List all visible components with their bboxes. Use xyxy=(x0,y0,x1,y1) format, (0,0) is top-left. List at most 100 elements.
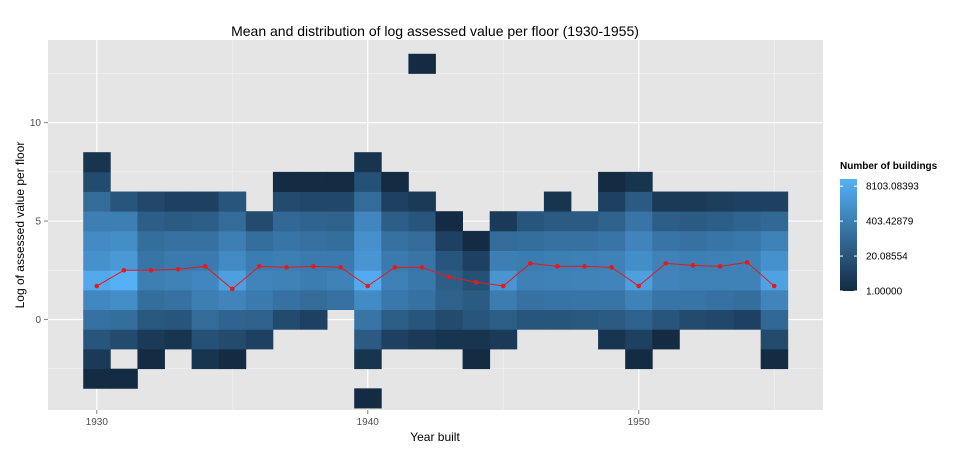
heatmap-tile xyxy=(598,329,626,350)
heatmap-tile xyxy=(191,289,220,311)
heatmap-tile xyxy=(245,211,274,232)
heatmap-tile xyxy=(679,250,707,271)
heatmap-tile xyxy=(191,230,220,251)
mean-point xyxy=(582,264,587,269)
heatmap-tile xyxy=(245,230,274,251)
heatmap-tile xyxy=(570,270,599,291)
heatmap-tile xyxy=(381,250,409,271)
mean-point xyxy=(229,286,235,292)
heatmap-tile xyxy=(489,230,518,251)
heatmap-tile xyxy=(435,211,463,232)
heatmap-tile xyxy=(408,309,436,330)
heatmap-tile xyxy=(191,211,220,232)
y-axis-title: Log of assessed value per floor xyxy=(13,142,27,309)
heatmap-tile xyxy=(679,191,707,212)
heatmap-tile xyxy=(272,191,301,212)
heatmap-tile xyxy=(327,230,355,251)
heatmap-tile xyxy=(706,230,734,251)
heatmap-tile xyxy=(110,289,138,311)
heatmap-tile xyxy=(272,289,301,311)
heatmap-tile xyxy=(516,289,545,311)
heatmap-tile xyxy=(300,171,328,192)
x-tick-label: 1950 xyxy=(628,417,651,428)
heatmap-tile xyxy=(706,211,734,232)
heatmap-tile xyxy=(598,309,626,330)
heatmap-tile xyxy=(489,329,518,350)
mean-point xyxy=(555,264,560,269)
mean-point xyxy=(663,261,669,266)
heatmap-tile xyxy=(408,270,436,291)
heatmap-tile xyxy=(164,289,193,311)
heatmap-tile xyxy=(110,211,138,232)
heatmap-tile xyxy=(489,289,518,311)
heatmap-tile xyxy=(625,348,653,370)
heatmap-tile xyxy=(516,230,545,251)
heatmap-tile xyxy=(679,230,707,251)
heatmap-tile xyxy=(191,309,220,330)
heatmap-tile xyxy=(706,309,734,330)
heatmap-tile xyxy=(83,270,111,291)
heatmap-tile xyxy=(272,211,301,232)
heatmap-tile xyxy=(543,289,572,311)
heatmap-tile xyxy=(733,270,762,291)
heatmap-tile xyxy=(760,309,789,330)
heatmap-tile xyxy=(218,191,247,212)
legend-colorbar xyxy=(840,179,857,291)
heatmap-tile xyxy=(300,309,328,330)
x-tick-label: 1930 xyxy=(86,417,109,428)
heatmap-tile xyxy=(300,289,328,311)
heatmap-tile xyxy=(435,329,463,350)
legend: Number of buildings 8103.08393 403.42879 2… xyxy=(840,161,938,298)
mean-point xyxy=(419,265,425,270)
mean-point xyxy=(202,264,208,269)
heatmap-tile xyxy=(300,211,328,232)
heatmap-tile xyxy=(272,230,301,251)
heatmap-tile xyxy=(300,230,328,251)
heatmap-tile xyxy=(83,250,111,271)
heatmap-tile xyxy=(598,270,626,291)
mean-point xyxy=(257,264,262,269)
mean-point xyxy=(636,283,642,289)
heatmap-tile xyxy=(625,289,653,311)
heatmap-tile xyxy=(354,388,382,409)
heatmap-tile xyxy=(300,270,328,291)
heatmap-tile xyxy=(137,329,165,350)
heatmap-tile xyxy=(679,211,707,232)
heatmap-tile xyxy=(83,329,111,350)
heatmap-tile xyxy=(652,289,680,311)
heatmap-tile xyxy=(327,171,355,192)
heatmap-tile xyxy=(652,211,680,232)
heatmap-tile xyxy=(598,250,626,271)
heatmap-tile xyxy=(83,230,111,251)
heatmap-tile xyxy=(760,289,789,311)
heatmap-tile xyxy=(462,348,491,370)
heatmap-tile xyxy=(760,250,789,271)
heatmap-tile xyxy=(760,348,789,370)
heatmap-tile xyxy=(625,250,653,271)
mean-point xyxy=(690,263,696,268)
heatmap-tile xyxy=(435,250,463,271)
heatmap-tile xyxy=(137,289,165,311)
heatmap-tile xyxy=(679,270,707,291)
y-axis: 0 5 10 xyxy=(30,118,48,326)
heatmap-tile xyxy=(733,211,762,232)
heatmap-tile xyxy=(543,211,572,232)
heatmap-tile xyxy=(218,329,247,350)
heatmap-tile xyxy=(652,250,680,271)
heatmap-tile xyxy=(570,211,599,232)
heatmap-tile xyxy=(625,270,653,291)
heatmap-tile xyxy=(137,348,165,370)
y-tick-label: 0 xyxy=(35,315,41,326)
heatmap-tiles xyxy=(83,53,789,409)
mean-point xyxy=(311,264,316,269)
heatmap-tile xyxy=(408,289,436,311)
heatmap-tile xyxy=(327,250,355,271)
heatmap-tile xyxy=(598,171,626,192)
heatmap-tile xyxy=(137,309,165,330)
heatmap-tile xyxy=(435,270,463,291)
heatmap-tile xyxy=(733,309,762,330)
heatmap-tile xyxy=(354,348,382,370)
heatmap-tile xyxy=(218,309,247,330)
heatmap-tile xyxy=(408,230,436,251)
heatmap-tile xyxy=(83,191,111,212)
